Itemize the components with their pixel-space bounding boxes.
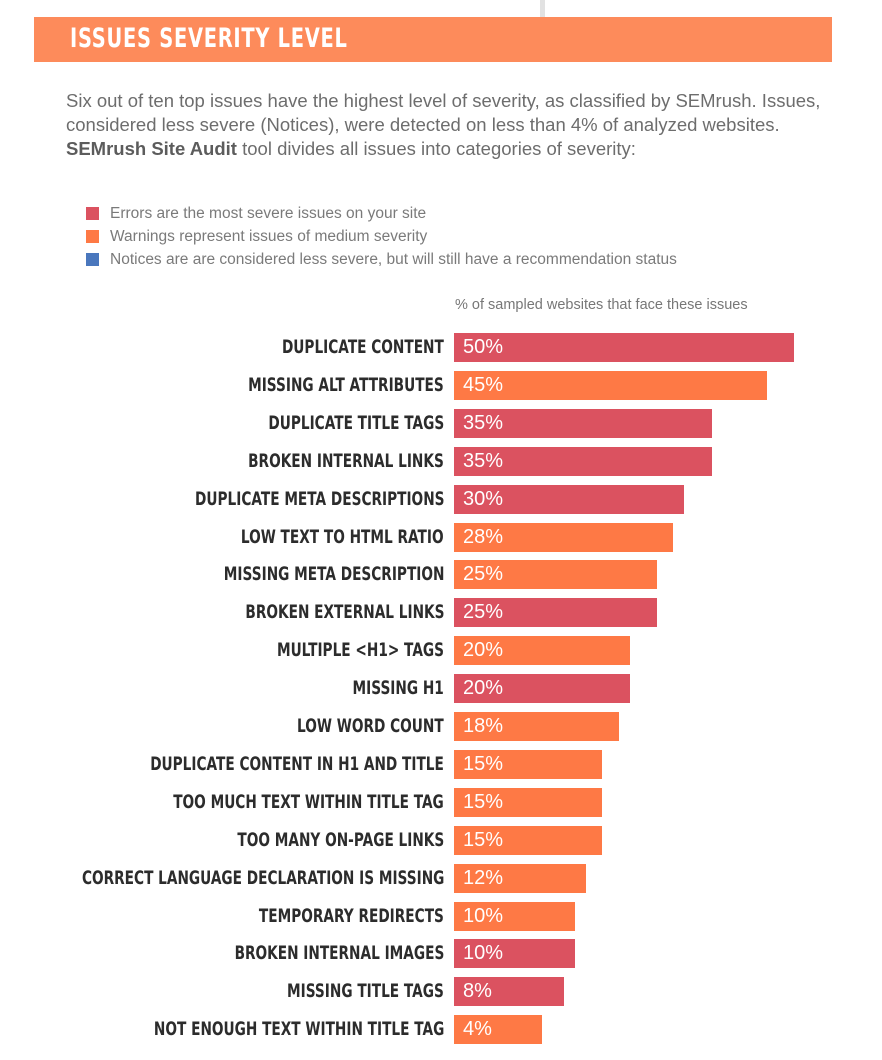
bar-row: CORRECT LANGUAGE DECLARATION IS MISSING 1… <box>0 863 882 893</box>
bar-warning: 25% <box>454 560 657 590</box>
bar-row: DUPLICATE TITLE TAGS 35% <box>0 408 882 438</box>
bar-error: 30% <box>454 484 685 514</box>
bar-value-label: 25% <box>463 563 504 586</box>
bar-warning: 10% <box>454 901 575 931</box>
bar-value-label: 4% <box>463 1018 492 1041</box>
bar-value-label: 18% <box>463 715 504 737</box>
bar-warning: 18% <box>454 712 619 741</box>
bar-row: LOW TEXT TO HTML RATIO 28% <box>0 522 882 552</box>
legend-swatch-errors <box>86 207 99 220</box>
bar-value-label: 50% <box>463 336 504 358</box>
bar-value-label: 28% <box>463 525 504 548</box>
bar-warning: 12% <box>454 863 586 893</box>
legend-item-notices: Notices are are considered less severe, … <box>86 248 677 271</box>
bar-label: LOW WORD COUNT <box>297 715 444 737</box>
bar-label: MISSING META DESCRIPTION <box>223 563 444 586</box>
intro-paragraph: Six out of ten top issues have the highe… <box>66 89 826 161</box>
bar-row: BROKEN EXTERNAL LINKS 25% <box>0 597 882 628</box>
bar-row: DUPLICATE META DESCRIPTIONS 30% <box>0 484 882 514</box>
bar-value-label: 10% <box>463 904 504 927</box>
bar-warning: 28% <box>454 522 674 552</box>
bar-row: BROKEN INTERNAL LINKS 35% <box>0 446 882 476</box>
bar-warning: 15% <box>454 825 603 855</box>
bar-label: MISSING H1 <box>352 677 444 700</box>
bar-label: DUPLICATE CONTENT IN H1 AND TITLE <box>150 752 444 775</box>
bar-value-label: 8% <box>463 980 492 1003</box>
bar-row: LOW WORD COUNT 18% <box>0 711 882 741</box>
bar-error: 25% <box>454 598 657 628</box>
bar-value-label: 30% <box>463 487 504 510</box>
bar-label: BROKEN INTERNAL IMAGES <box>234 942 444 965</box>
bar-label: BROKEN INTERNAL LINKS <box>248 449 444 472</box>
axis-caption: % of sampled websites that face these is… <box>455 297 748 313</box>
bar-value-label: 15% <box>463 790 504 813</box>
bar-label: TEMPORARY REDIRECTS <box>259 904 444 927</box>
bar-label: TOO MANY ON-PAGE LINKS <box>237 828 444 851</box>
top-divider <box>540 0 545 17</box>
bar-error: 35% <box>454 408 712 438</box>
bar-row: MISSING TITLE TAGS 8% <box>0 976 882 1007</box>
bar-value-label: 20% <box>463 639 504 662</box>
bar-value-label: 45% <box>463 373 504 396</box>
bar-value-label: 15% <box>463 828 504 851</box>
bar-label: LOW TEXT TO HTML RATIO <box>241 525 444 548</box>
legend-swatch-warnings <box>86 230 99 243</box>
bar-value-label: 35% <box>463 449 504 472</box>
bar-label: TOO MUCH TEXT WITHIN TITLE TAG <box>173 790 444 813</box>
bar-row: BROKEN INTERNAL IMAGES 10% <box>0 938 882 969</box>
bar-value-label: 35% <box>463 411 504 434</box>
bar-error: 35% <box>454 446 712 476</box>
bar-row: MULTIPLE <H1> TAGS 20% <box>0 635 882 666</box>
bar-label: DUPLICATE TITLE TAGS <box>268 411 444 434</box>
bar-label: MULTIPLE <H1> TAGS <box>276 639 444 662</box>
legend-item-errors: Errors are the most severe issues on you… <box>86 202 677 225</box>
bar-label: NOT ENOUGH TEXT WITHIN TITLE TAG <box>153 1018 444 1041</box>
bar-warning: 20% <box>454 636 630 666</box>
bar-row: NOT ENOUGH TEXT WITHIN TITLE TAG 4% <box>0 1014 882 1045</box>
bar-row: DUPLICATE CONTENT 50% <box>0 332 882 362</box>
severity-legend: Errors are the most severe issues on you… <box>86 202 677 271</box>
bar-value-label: 25% <box>463 601 504 624</box>
intro-text-1: Six out of ten top issues have the highe… <box>66 90 821 135</box>
bar-label: MISSING ALT ATTRIBUTES <box>248 373 444 396</box>
legend-swatch-notices <box>86 253 99 266</box>
bar-error: 10% <box>454 939 575 969</box>
bar-label: DUPLICATE META DESCRIPTIONS <box>194 487 444 510</box>
bar-value-label: 20% <box>463 677 504 700</box>
section-header: ISSUES SEVERITY LEVEL <box>34 17 832 62</box>
legend-label-warnings: Warnings represent issues of medium seve… <box>110 227 428 245</box>
bar-error: 50% <box>454 333 794 362</box>
bar-warning: 45% <box>454 370 767 400</box>
bar-row: MISSING ALT ATTRIBUTES 45% <box>0 370 882 400</box>
bar-chart: DUPLICATE CONTENT 50% MISSING ALT ATTRIBUT… <box>0 330 882 1050</box>
bar-error: 8% <box>454 977 564 1007</box>
legend-label-errors: Errors are the most severe issues on you… <box>110 204 427 222</box>
bar-row: DUPLICATE CONTENT IN H1 AND TITLE 15% <box>0 749 882 779</box>
bar-label: DUPLICATE CONTENT <box>282 336 444 358</box>
legend-item-warnings: Warnings represent issues of medium seve… <box>86 225 677 248</box>
bar-row: MISSING H1 20% <box>0 673 882 704</box>
bar-label: CORRECT LANGUAGE DECLARATION IS MISSING <box>81 866 444 889</box>
bar-label: MISSING TITLE TAGS <box>287 980 444 1003</box>
bar-warning: 4% <box>454 1015 542 1045</box>
bar-error: 20% <box>454 674 630 704</box>
bar-warning: 15% <box>454 749 603 779</box>
bar-warning: 15% <box>454 787 603 817</box>
bar-row: TOO MANY ON-PAGE LINKS 15% <box>0 825 882 855</box>
bar-row: TEMPORARY REDIRECTS 10% <box>0 901 882 931</box>
bar-value-label: 10% <box>463 942 504 965</box>
legend-label-notices: Notices are are considered less severe, … <box>110 250 677 268</box>
bar-label: BROKEN EXTERNAL LINKS <box>244 601 444 624</box>
intro-text-2: tool divides all issues into categories … <box>236 138 636 159</box>
bar-value-label: 15% <box>463 752 504 775</box>
bar-row: TOO MUCH TEXT WITHIN TITLE TAG 15% <box>0 787 882 817</box>
bar-value-label: 12% <box>463 866 504 889</box>
bar-row: MISSING META DESCRIPTION 25% <box>0 559 882 590</box>
section-title: ISSUES SEVERITY LEVEL <box>70 23 348 54</box>
intro-bold-tool-name: SEMrush Site Audit <box>66 138 237 159</box>
